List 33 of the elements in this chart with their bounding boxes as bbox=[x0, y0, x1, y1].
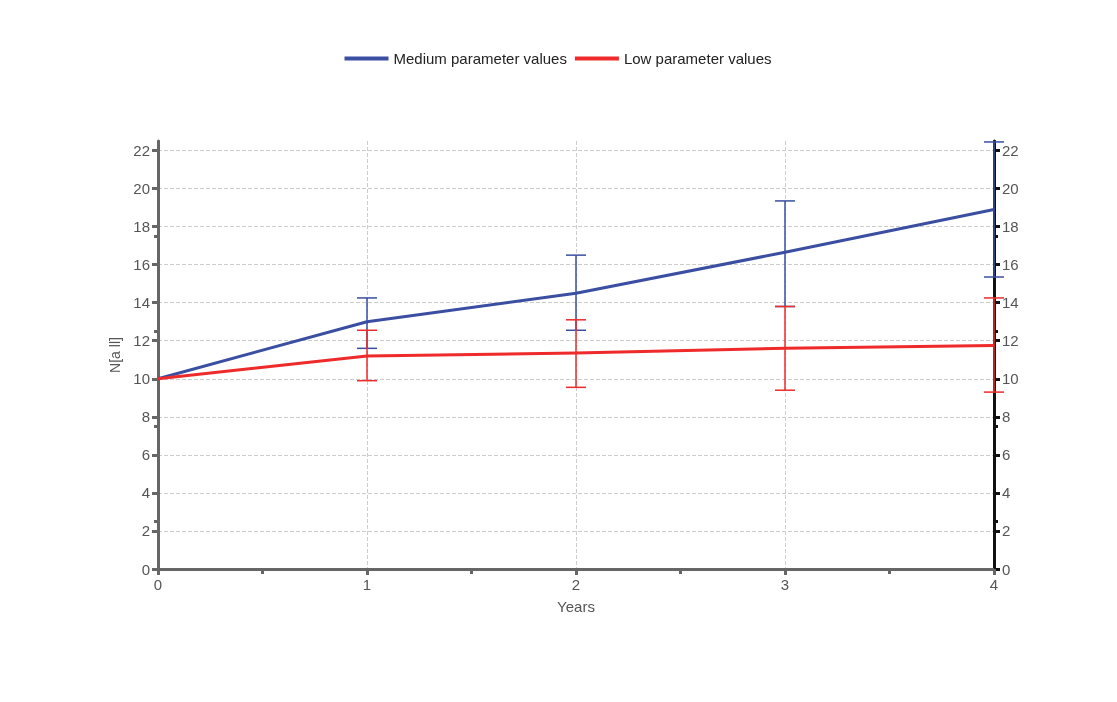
y-tick-label: 12 bbox=[133, 332, 150, 350]
y2-tick-label: 22 bbox=[1002, 142, 1019, 160]
x-tick-label: 0 bbox=[153, 576, 163, 593]
legend-label: Low parameter values bbox=[623, 50, 772, 67]
y2-tick-label: 12 bbox=[1002, 332, 1019, 350]
y2-tick-label: 14 bbox=[1002, 294, 1019, 312]
y2-tick-label: 10 bbox=[1002, 370, 1019, 388]
y2-tick-label: 0 bbox=[1002, 560, 1011, 578]
y2-tick-label: 20 bbox=[1002, 180, 1019, 198]
y2-tick-label: 2 bbox=[1002, 522, 1011, 540]
y-tick-label: 14 bbox=[133, 294, 150, 312]
y2-tick-label: 4 bbox=[1002, 484, 1011, 502]
x-tick-label: 2 bbox=[571, 576, 581, 593]
y-tick-label: 6 bbox=[141, 446, 150, 464]
y-tick-label: 18 bbox=[133, 218, 150, 236]
y-tick-label: 4 bbox=[141, 484, 150, 502]
y-tick-label: 0 bbox=[141, 560, 150, 578]
y2-tick-label: 6 bbox=[1002, 446, 1011, 464]
y-tick-label: 10 bbox=[133, 370, 150, 388]
y-tick-label: 16 bbox=[133, 256, 150, 274]
y-axis-title: N[a ll] bbox=[107, 337, 124, 373]
y-tick-label: 22 bbox=[133, 142, 150, 160]
y2-tick-label: 18 bbox=[1002, 218, 1019, 236]
y-tick-label: 8 bbox=[141, 408, 150, 426]
legend-label: Medium parameter values bbox=[393, 50, 567, 67]
y2-tick-label: 16 bbox=[1002, 256, 1019, 274]
x-tick-label: 4 bbox=[989, 576, 999, 593]
y2-tick-label: 8 bbox=[1002, 408, 1011, 426]
x-tick-label: 1 bbox=[362, 576, 372, 593]
y-tick-label: 2 bbox=[141, 522, 150, 540]
y-tick-label: 20 bbox=[133, 180, 150, 198]
x-tick-label: 3 bbox=[780, 576, 790, 593]
x-axis-title: Years bbox=[557, 598, 595, 615]
